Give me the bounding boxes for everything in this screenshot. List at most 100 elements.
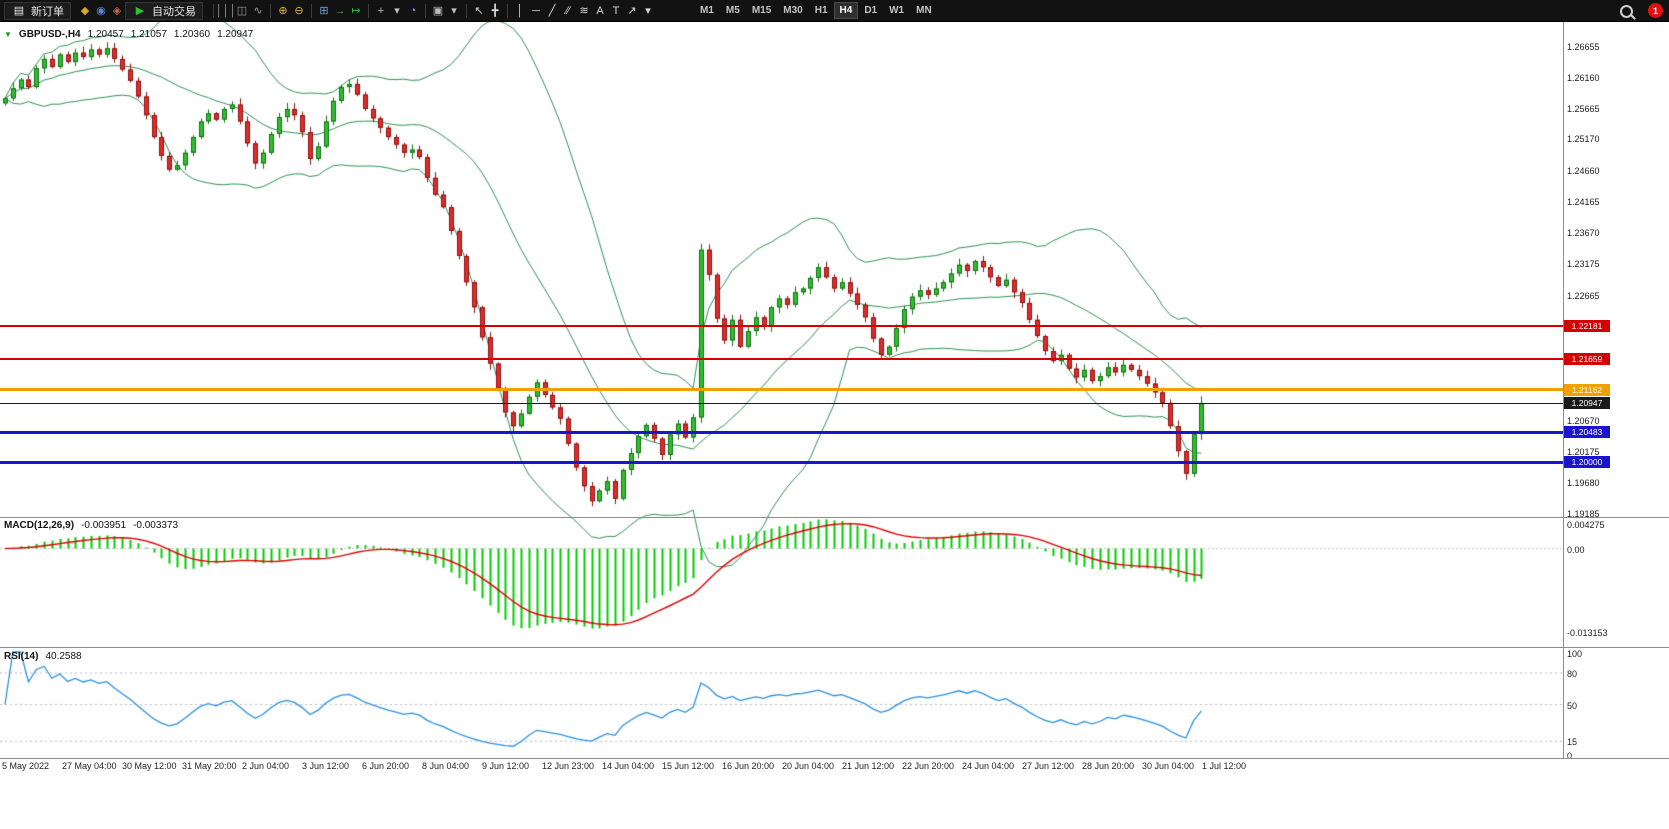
timeframe-H1[interactable]: H1	[814, 5, 828, 16]
accounts-icon[interactable]: ◆	[80, 4, 90, 17]
trendline-icon[interactable]: ╱	[548, 4, 556, 17]
time-axis-label: 20 Jun 04:00	[782, 761, 835, 771]
time-axis-label: 2 Jun 04:00	[242, 761, 290, 771]
alerts-icon[interactable]: ◈	[112, 4, 122, 17]
new-chart-icon[interactable]: +	[377, 4, 385, 17]
price-line-badge: 1.21162	[1564, 383, 1610, 396]
ohlc-low: 1.20360	[173, 29, 211, 40]
cursor-icon[interactable]: ↖	[474, 4, 484, 17]
toolbar-separator	[311, 3, 312, 18]
time-axis-label: 6 Jun 20:00	[362, 761, 410, 771]
toolbar-separator	[425, 3, 426, 18]
price-axis-tick: 1.23670	[1567, 228, 1600, 239]
arrows-icon[interactable]: ↗	[627, 4, 637, 17]
time-axis-label: 24 Jun 04:00	[962, 761, 1015, 771]
price-axis-tick: 1.19680	[1567, 477, 1600, 488]
time-axis-label: 8 Jun 04:00	[422, 761, 470, 771]
price-axis-tick: 1.24660	[1567, 166, 1600, 177]
search-icon[interactable]	[1620, 5, 1633, 18]
label-icon[interactable]: T	[612, 4, 620, 17]
panel-separator[interactable]	[0, 647, 1669, 648]
price-axis-tick: 1.23175	[1567, 259, 1600, 270]
toolbar: ▤ 新订单 ◆ ◉ ◈ ▶ 自动交易 │││ ◫ ∿ ⊕ ⊖ ⊞ → ↦ + ▾ ◔ ▣ ▾ ↖ ╋ │ ─ ╱ ∕∕ ≋…	[0, 0, 1669, 22]
toolbar-separator	[270, 3, 271, 18]
line-chart-icon[interactable]: ∿	[253, 4, 263, 17]
autotrade-label: 自动交易	[152, 5, 196, 18]
market-watch-icon[interactable]: ◉	[96, 4, 106, 17]
auto-scroll-icon[interactable]: →	[334, 4, 346, 17]
new-order-button[interactable]: ▤ 新订单	[4, 1, 71, 20]
horizontal-price-line[interactable]	[0, 460, 1563, 464]
new-order-icon: ▤	[13, 4, 25, 17]
new-order-label: 新订单	[31, 5, 64, 18]
timeframe-W1[interactable]: W1	[889, 5, 905, 16]
horizontal-line-icon[interactable]: ─	[532, 4, 540, 17]
templates-dropdown-icon[interactable]: ▾	[451, 4, 457, 17]
vertical-line-icon[interactable]: │	[516, 4, 524, 17]
rsi-name: RSI(14)	[4, 651, 39, 662]
time-axis-label: 27 May 04:00	[62, 761, 117, 771]
horizontal-price-line[interactable]	[0, 324, 1563, 327]
panel-separator[interactable]	[0, 517, 1669, 518]
toolbar-left-icons: ◆ ◉ ◈	[77, 3, 125, 19]
timeframe-bar: M1 M5 M15 M30 H1 H4 D1 W1 MN	[694, 2, 938, 19]
horizontal-price-line[interactable]	[0, 388, 1563, 392]
time-axis-label: 1 Jul 12:00	[1202, 761, 1247, 771]
toolbar-main-icons: │││ ◫ ∿ ⊕ ⊖ ⊞ → ↦ + ▾ ◔ ▣ ▾ ↖ ╋ │ ─ ╱ ∕∕ ≋ A T ↗ ▾	[209, 3, 656, 19]
timeframe-M15[interactable]: M15	[751, 5, 772, 16]
timeframe-D1[interactable]: D1	[864, 5, 878, 16]
macd-value: -0.003951	[81, 520, 127, 531]
macd-axis-tick: -0.013153	[1567, 628, 1608, 638]
new-chart-dropdown-icon[interactable]: ▾	[394, 4, 400, 17]
zoom-out-icon[interactable]: ⊖	[294, 4, 304, 17]
notification-badge[interactable]: 1	[1648, 3, 1663, 18]
profiles-icon[interactable]: ◔	[409, 4, 417, 17]
crosshair-icon[interactable]: ╋	[491, 4, 499, 17]
time-axis-label: 22 Jun 20:00	[902, 761, 955, 771]
tile-windows-icon[interactable]: ⊞	[319, 4, 329, 17]
templates-icon[interactable]: ▣	[432, 4, 444, 17]
horizontal-price-line[interactable]	[0, 402, 1563, 404]
price-axis-tick: 1.26655	[1567, 41, 1600, 52]
price-line-badge: 1.20947	[1564, 397, 1610, 410]
ohlc-close: 1.20947	[217, 29, 254, 40]
price-line-badge: 1.20000	[1564, 456, 1610, 469]
time-axis-label: 21 Jun 12:00	[842, 761, 895, 771]
autotrade-button[interactable]: ▶ 自动交易	[125, 1, 203, 20]
time-axis-label: 14 Jun 04:00	[602, 761, 655, 771]
price-axis-tick: 1.19185	[1567, 508, 1600, 519]
toolbar-separator	[213, 3, 214, 18]
channel-icon[interactable]: ∕∕	[566, 4, 570, 17]
timeframe-M1[interactable]: M1	[700, 5, 714, 16]
candlestick-chart-icon[interactable]: ◫	[236, 4, 248, 17]
text-icon[interactable]: A	[596, 4, 604, 17]
rsi-axis-tick: 50	[1567, 700, 1578, 711]
time-axis-label: 12 Jun 23:00	[542, 761, 595, 771]
price-axis-tick: 1.24165	[1567, 197, 1600, 208]
time-axis-label: 30 Jun 04:00	[1142, 761, 1195, 771]
chart-shift-icon[interactable]: ↦	[351, 4, 361, 17]
fibonacci-icon[interactable]: ≋	[579, 4, 589, 17]
bar-chart-icon[interactable]: │││	[215, 4, 237, 17]
price-axis-tick: 1.20175	[1567, 446, 1600, 457]
price-axis-tick: 1.25665	[1567, 103, 1600, 114]
toolbar-separator	[466, 3, 467, 18]
ohlc-open: 1.20457	[87, 29, 124, 40]
zoom-in-icon[interactable]: ⊕	[278, 4, 288, 17]
price-line-badge: 1.21659	[1564, 352, 1610, 365]
horizontal-price-line[interactable]	[0, 430, 1563, 434]
timeframe-M5[interactable]: M5	[725, 5, 740, 16]
timeframe-MN[interactable]: MN	[916, 5, 932, 16]
horizontal-price-line[interactable]	[0, 357, 1563, 360]
toolbar-separator	[507, 3, 508, 18]
timeframe-H4[interactable]: H4	[833, 2, 859, 19]
shapes-dropdown-icon[interactable]: ▾	[645, 4, 651, 17]
rsi-value: 40.2588	[45, 651, 82, 662]
toolbar-separator	[368, 3, 369, 18]
time-axis-label: 15 Jun 12:00	[662, 761, 715, 771]
price-axis-tick: 1.20670	[1567, 416, 1600, 427]
price-axis-tick: 1.25170	[1567, 134, 1600, 145]
symbol-marker-icon: ▼	[4, 30, 12, 39]
timeframe-M30[interactable]: M30	[783, 5, 803, 16]
